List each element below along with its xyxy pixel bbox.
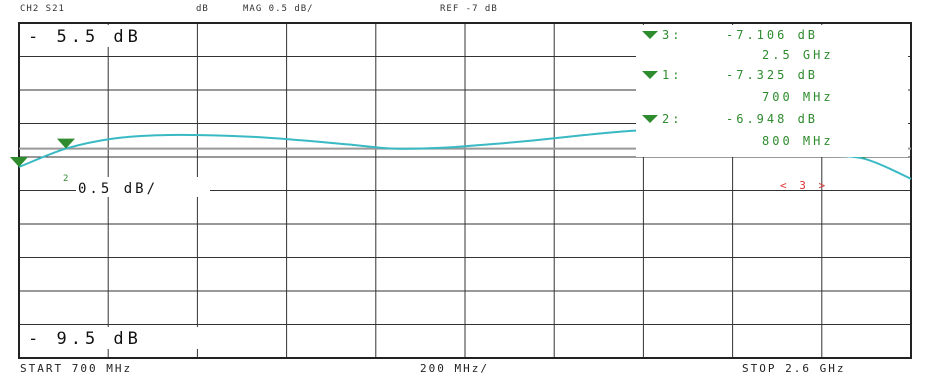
marker-1-label: 1:: [662, 68, 682, 82]
marker-2-readout-icon: [642, 115, 658, 123]
bottom-level-label: - 9.5 dB: [28, 329, 142, 349]
scale-per-div-label: 0.5 dB/: [78, 181, 158, 197]
marker-2-label: 2:: [662, 112, 682, 126]
start-frequency: START 700 MHz: [20, 362, 132, 375]
marker-readout-panel: 3: -7.106 dB 2.5 GHz 1: -7.325 dB 700 MH…: [636, 25, 908, 157]
plot-frame: [18, 22, 912, 359]
header-format: dB: [196, 4, 209, 14]
marker-2-triangle[interactable]: [56, 138, 75, 149]
marker-2-freq: 800 MHz: [762, 134, 834, 148]
marker-1-readout-icon: [642, 71, 658, 79]
graticule: [19, 23, 911, 358]
marker-3-value: -7.106 dB: [726, 28, 818, 42]
marker-1-freq: 700 MHz: [762, 90, 834, 104]
ref-label-bg: [22, 25, 192, 47]
active-marker-annotation: < 3 >: [780, 179, 828, 192]
span-per-div: 200 MHz/: [420, 362, 489, 375]
stop-frequency: STOP 2.6 GHz: [742, 362, 845, 375]
scale-label-bg: [76, 177, 210, 197]
marker-3-freq: 2.5 GHz: [762, 48, 834, 62]
marker-3-readout-icon: [642, 31, 658, 39]
marker-2-tag: 2: [63, 174, 71, 184]
marker-3-label: 3:: [662, 28, 682, 42]
header-scale: MAG 0.5 dB/: [243, 4, 314, 14]
marker-2-value: -6.948 dB: [726, 112, 818, 126]
bottom-label-bg: [22, 327, 202, 349]
header-channel: CH2 S21: [20, 4, 65, 14]
marker-panel-bg: [636, 25, 908, 157]
reference-level-label: - 5.5 dB: [28, 27, 142, 47]
marker-1-value: -7.325 dB: [726, 68, 818, 82]
marker-1-triangle[interactable]: [10, 157, 28, 168]
header-ref: REF -7 dB: [440, 4, 498, 14]
